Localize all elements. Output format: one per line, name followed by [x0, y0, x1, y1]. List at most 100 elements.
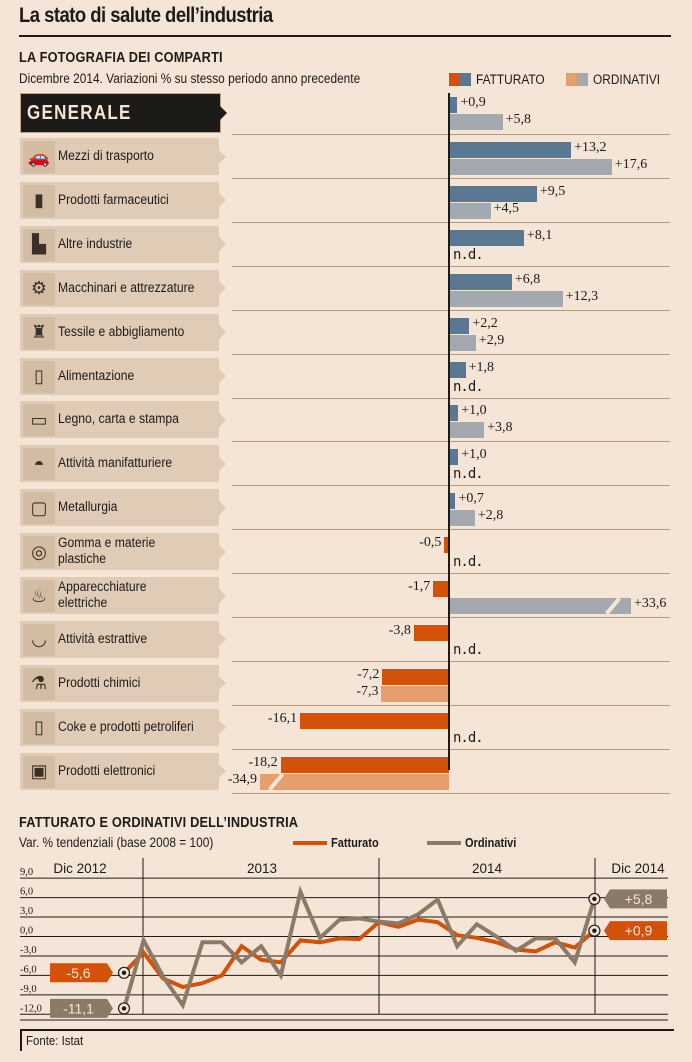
category-row: ⚗ Prodotti chimici [20, 664, 226, 702]
start-value-label: -11,1 [63, 1000, 94, 1016]
fatturato-bar [413, 624, 449, 641]
row-divider [232, 441, 670, 443]
value-not-available: n.d. [453, 554, 484, 571]
category-row: ▯ Coke e prodotti petroliferi [20, 708, 226, 746]
category-label: Attività estrattive [58, 631, 147, 647]
mine-cart-icon: ◡ [23, 623, 55, 656]
fatturato-bar [449, 229, 524, 246]
row-divider [232, 617, 670, 618]
legend-swatch-ord-neg [566, 73, 577, 86]
end-value-badge [604, 889, 667, 909]
row-divider [232, 573, 670, 575]
category-label: Macchinari e attrezzature [58, 280, 194, 296]
fatturato-value-label: +0,9 [460, 95, 486, 110]
legend-swatch-fatt-neg [449, 73, 460, 86]
ordinativi-value-label: +3,8 [487, 420, 513, 436]
page-title: La stato di salute dell’industria [19, 4, 273, 27]
value-not-available: n.d. [453, 246, 484, 263]
ordinativi-bar [449, 202, 491, 219]
category-row: ♨ Apparecchiature elettriche [20, 577, 226, 614]
section2-subtitle: Var. % tendenziali (base 2008 = 100) [19, 835, 214, 850]
row-divider [232, 265, 670, 267]
start-value-badge [50, 998, 113, 1018]
fatturato-value-label: -18,2 [248, 754, 278, 770]
category-label: Mezzi di trasporto [58, 148, 154, 164]
category-label: Prodotti elettronici [58, 763, 155, 779]
y-tick-label: -6,0 [20, 964, 37, 975]
ordinativi-bar [449, 334, 476, 351]
footer: Fonte: Istat [20, 1029, 674, 1051]
row-divider [232, 529, 670, 531]
legend-line-fatturato: Fatturato [293, 836, 385, 850]
row-divider [232, 353, 670, 355]
category-label: GENERALE [27, 102, 132, 124]
section1-subtitle: Dicembre 2014. Variazioni % su stesso pe… [19, 71, 361, 86]
factory-icon: ▙ [23, 228, 55, 261]
fatturato-value-label: -3,8 [388, 622, 411, 638]
category-label-line: Prodotti elettronici [58, 762, 156, 778]
ordinativi-value-label: -7,3 [356, 683, 379, 699]
medicine-bottle-icon: ▮ [23, 184, 55, 217]
category-label: Legno, carta e stampa [58, 411, 179, 427]
end-value-badge [604, 921, 667, 941]
category-row: ▣ Prodotti elettronici [20, 752, 226, 790]
end-value-label: +0,9 [625, 923, 653, 939]
category-label: Gomma e materie plastiche [58, 535, 155, 567]
ordinativi-bar [449, 114, 503, 130]
value-not-available: n.d. [453, 466, 484, 483]
y-tick-label: 9,0 [20, 867, 33, 878]
y-tick-label: 0,0 [20, 926, 33, 937]
paper-roll-icon: ▭ [23, 404, 55, 437]
category-label-line: Alimentazione [58, 367, 135, 383]
fatturato-bar [449, 273, 512, 290]
fatturato-bar [449, 142, 572, 158]
endpoint-marker-dot [592, 896, 597, 902]
category-label-line: Prodotti farmaceutici [58, 191, 169, 207]
category-label: Alimentazione [58, 368, 134, 384]
fatturato-bar [449, 405, 459, 422]
source-note: Fonte: Istat [26, 1033, 84, 1048]
fatturato-bar [449, 185, 537, 202]
section1-title: LA FOTOGRAFIA DEI COMPARTI [19, 50, 223, 66]
period-label: Dic 2012 [53, 861, 106, 876]
row-divider [232, 178, 670, 179]
category-label-line: Attività estrattive [58, 630, 148, 646]
flask-icon: ⚗ [23, 667, 55, 700]
ordinativi-value-label: -34,9 [227, 771, 257, 787]
fatturato-bar [382, 668, 449, 685]
fatturato-bar [449, 449, 459, 466]
category-label-line: elettriche [58, 595, 108, 610]
fatturato-value-label: +1,0 [461, 403, 487, 419]
ordinativi-value-label: +2,9 [478, 332, 505, 348]
fatturato-value-label: -16,1 [267, 710, 298, 726]
fatturato-bar [280, 756, 449, 773]
category-label: Tessile e abbigliamento [58, 324, 184, 340]
category-row: ⚙ Macchinari e attrezzature [20, 269, 226, 307]
row-divider [232, 221, 670, 223]
category-row: ♜ Tessile e abbigliamento [20, 313, 226, 351]
row-divider [232, 309, 670, 311]
row-divider [232, 792, 670, 794]
start-value-label: -5,6 [66, 965, 90, 981]
hard-hat-icon: ◓ [23, 448, 55, 481]
ordinativi-bar [260, 773, 449, 790]
fatturato-value-label: +13,2 [574, 140, 607, 155]
gears-icon: ⚙ [23, 272, 55, 305]
category-label-line: Tessile e abbigliamento [58, 323, 185, 339]
fatturato-bar [433, 581, 449, 597]
ordinativi-bar [449, 159, 612, 175]
ordinativi-bar [449, 598, 631, 614]
legend-line-label-fatturato: Fatturato [331, 836, 379, 850]
category-row: ◎ Gomma e materie plastiche [20, 533, 226, 571]
row-divider [232, 660, 670, 662]
legend-swatch-fatt-pos [460, 73, 471, 86]
y-tick-label: 6,0 [20, 887, 33, 898]
ordinativi-bar [449, 290, 563, 307]
fatturato-value-label: +9,5 [539, 183, 566, 199]
row-divider [232, 485, 670, 487]
category-label: Coke e prodotti petroliferi [58, 719, 194, 735]
fatturato-value-label: -7,2 [357, 666, 380, 682]
ordinativi-bar [449, 510, 475, 527]
ordinativi-value-label: +17,6 [614, 157, 648, 172]
